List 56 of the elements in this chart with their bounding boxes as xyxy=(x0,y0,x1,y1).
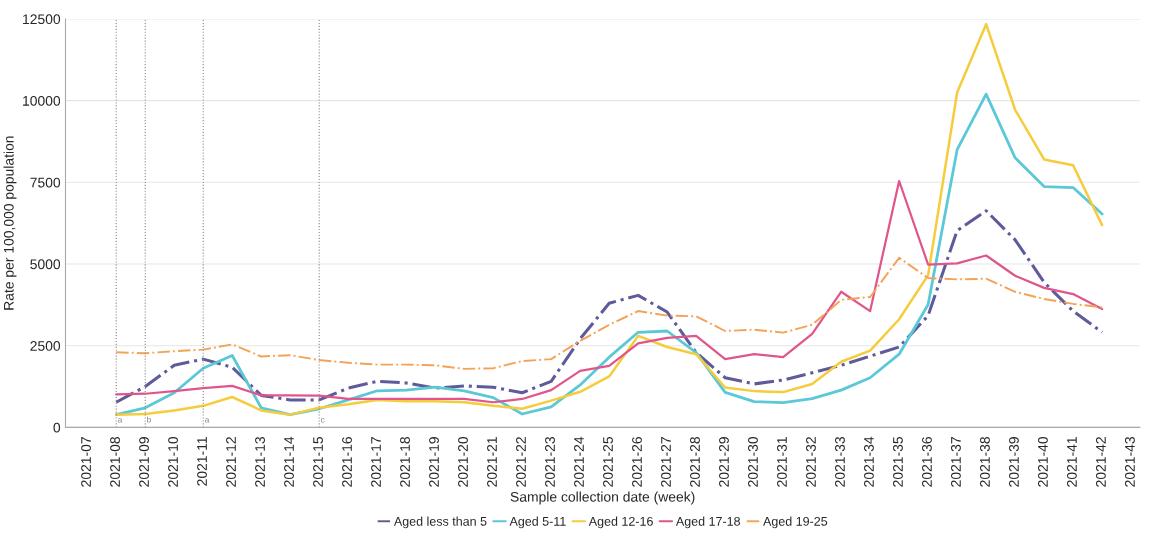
x-tick-label: 2021-35 xyxy=(893,436,903,487)
x-tick-label: 2021-43 xyxy=(1125,437,1135,487)
x-tick-label: 2021-37 xyxy=(951,437,961,487)
x-tick-label: 2021-20 xyxy=(458,436,468,487)
x-tick-label: 2021-40 xyxy=(1038,436,1048,487)
x-tick-label: 2021-33 xyxy=(835,437,845,487)
y-axis-title: Rate per 100,000 population xyxy=(3,136,17,310)
x-tick-label: 2021-19 xyxy=(429,437,439,487)
x-tick-label: 2021-24 xyxy=(574,436,584,487)
x-tick-label: 2021-28 xyxy=(690,437,700,487)
ref-line-label: a xyxy=(205,418,210,423)
x-tick-label: 2021-21 xyxy=(487,437,497,487)
x-axis-title: Sample collection date (week) xyxy=(510,491,695,505)
x-tick-label: 2021-09 xyxy=(139,437,149,487)
x-tick-label: 2021-32 xyxy=(806,437,816,487)
x-tick-label: 2021-18 xyxy=(400,437,410,487)
x-tick-label: 2021-11 xyxy=(197,437,207,486)
x-tick-label: 2021-38 xyxy=(980,437,990,487)
ref-line-label: a xyxy=(118,418,123,423)
x-tick-label: 2021-41 xyxy=(1067,437,1077,487)
legend-label: Aged 19-25 xyxy=(763,516,828,529)
x-tick-label: 2021-08 xyxy=(110,437,120,487)
ref-line-label: b xyxy=(147,416,151,423)
x-tick-label: 2021-13 xyxy=(255,437,265,487)
ref-line-label: c xyxy=(321,418,325,423)
x-tick-label: 2021-34 xyxy=(864,436,874,487)
x-tick-label: 2021-25 xyxy=(603,436,613,487)
y-tick-label: 12500 xyxy=(23,14,61,25)
x-tick-label: 2021-23 xyxy=(545,437,555,487)
y-tick-label: 5000 xyxy=(30,259,61,270)
x-tick-label: 2021-10 xyxy=(168,436,178,487)
x-tick-label: 2021-30 xyxy=(748,436,758,487)
y-tick-label: 2500 xyxy=(30,341,61,351)
y-tick-label: 10000 xyxy=(23,95,61,106)
y-tick-label: 0 xyxy=(53,422,61,433)
x-tick-label: 2021-22 xyxy=(516,437,526,487)
legend-label: Aged 17-18 xyxy=(675,516,740,529)
x-tick-label: 2021-15 xyxy=(313,436,323,487)
x-tick-label: 2021-12 xyxy=(226,437,236,487)
x-tick-label: 2021-42 xyxy=(1096,437,1106,487)
x-tick-label: 2021-27 xyxy=(661,437,671,487)
x-tick-label: 2021-26 xyxy=(632,437,642,487)
legend-label: Aged less than 5 xyxy=(393,516,487,529)
x-tick-label: 2021-31 xyxy=(777,437,787,487)
x-tick-label: 2021-29 xyxy=(719,437,729,487)
legend-label: Aged 12-16 xyxy=(588,516,653,529)
line-series xyxy=(115,256,1104,370)
x-tick-label: 2021-36 xyxy=(922,437,932,487)
x-tick-label: 2021-16 xyxy=(342,437,352,487)
x-tick-label: 2021-39 xyxy=(1009,437,1019,487)
x-tick-label: 2021-07 xyxy=(81,437,91,487)
line-series xyxy=(114,22,1104,416)
legend-label: Aged 5-11 xyxy=(509,516,566,529)
x-tick-label: 2021-14 xyxy=(284,436,294,487)
x-tick-label: 2021-17 xyxy=(371,437,381,487)
y-tick-label: 7500 xyxy=(30,177,61,188)
